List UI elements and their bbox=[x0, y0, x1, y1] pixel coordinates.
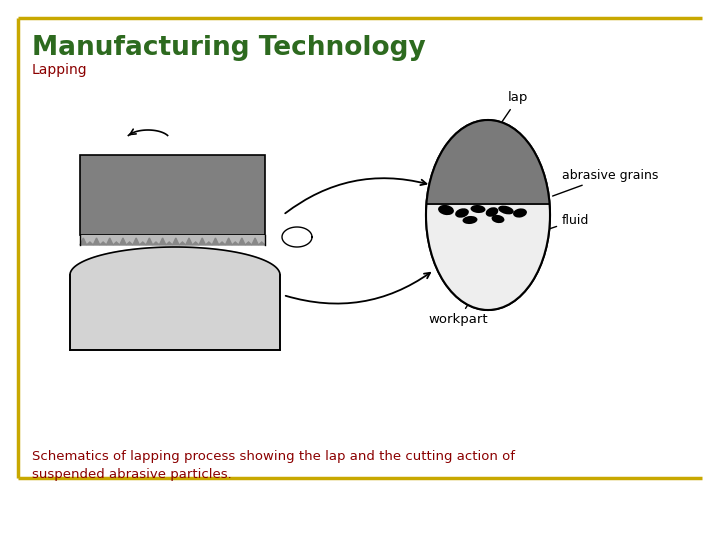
Text: Manufacturing Technology: Manufacturing Technology bbox=[32, 35, 426, 61]
Polygon shape bbox=[232, 242, 238, 245]
Polygon shape bbox=[140, 242, 146, 245]
Polygon shape bbox=[126, 242, 133, 245]
Ellipse shape bbox=[486, 207, 498, 217]
Polygon shape bbox=[100, 242, 107, 245]
Polygon shape bbox=[113, 242, 120, 245]
Text: Schematics of lapping process showing the lap and the cutting action of
suspende: Schematics of lapping process showing th… bbox=[32, 450, 515, 481]
Text: abrasive grains: abrasive grains bbox=[553, 168, 658, 196]
Ellipse shape bbox=[492, 215, 505, 223]
Polygon shape bbox=[153, 242, 159, 245]
Bar bbox=[424, 98, 552, 203]
Polygon shape bbox=[107, 238, 113, 245]
Polygon shape bbox=[146, 238, 153, 245]
Polygon shape bbox=[199, 238, 205, 245]
Polygon shape bbox=[212, 238, 219, 245]
Text: lap: lap bbox=[495, 91, 528, 133]
Polygon shape bbox=[205, 242, 212, 245]
Ellipse shape bbox=[438, 205, 454, 215]
Bar bbox=[424, 203, 552, 227]
Ellipse shape bbox=[471, 205, 485, 213]
Polygon shape bbox=[159, 238, 166, 245]
Bar bbox=[424, 205, 552, 312]
Polygon shape bbox=[133, 238, 140, 245]
Polygon shape bbox=[192, 242, 199, 245]
Polygon shape bbox=[252, 238, 258, 245]
Bar bbox=[80, 235, 265, 245]
Polygon shape bbox=[225, 238, 232, 245]
Bar bbox=[70, 275, 280, 350]
Polygon shape bbox=[120, 238, 126, 245]
Ellipse shape bbox=[455, 208, 469, 218]
Polygon shape bbox=[179, 242, 186, 245]
Bar bbox=[80, 155, 265, 235]
Polygon shape bbox=[93, 238, 100, 245]
Ellipse shape bbox=[426, 120, 550, 310]
Text: fluid: fluid bbox=[549, 213, 590, 229]
Polygon shape bbox=[70, 247, 280, 275]
Polygon shape bbox=[186, 238, 192, 245]
Polygon shape bbox=[426, 120, 549, 203]
Polygon shape bbox=[246, 242, 252, 245]
Ellipse shape bbox=[513, 208, 527, 218]
Ellipse shape bbox=[462, 216, 477, 224]
Polygon shape bbox=[238, 238, 246, 245]
Polygon shape bbox=[173, 238, 179, 245]
Polygon shape bbox=[80, 238, 86, 245]
Text: workpart: workpart bbox=[428, 285, 487, 327]
Text: Lapping: Lapping bbox=[32, 63, 88, 77]
Ellipse shape bbox=[498, 206, 514, 214]
Polygon shape bbox=[258, 242, 265, 245]
Polygon shape bbox=[86, 242, 93, 245]
Polygon shape bbox=[166, 242, 173, 245]
Ellipse shape bbox=[426, 120, 550, 310]
Polygon shape bbox=[219, 242, 225, 245]
